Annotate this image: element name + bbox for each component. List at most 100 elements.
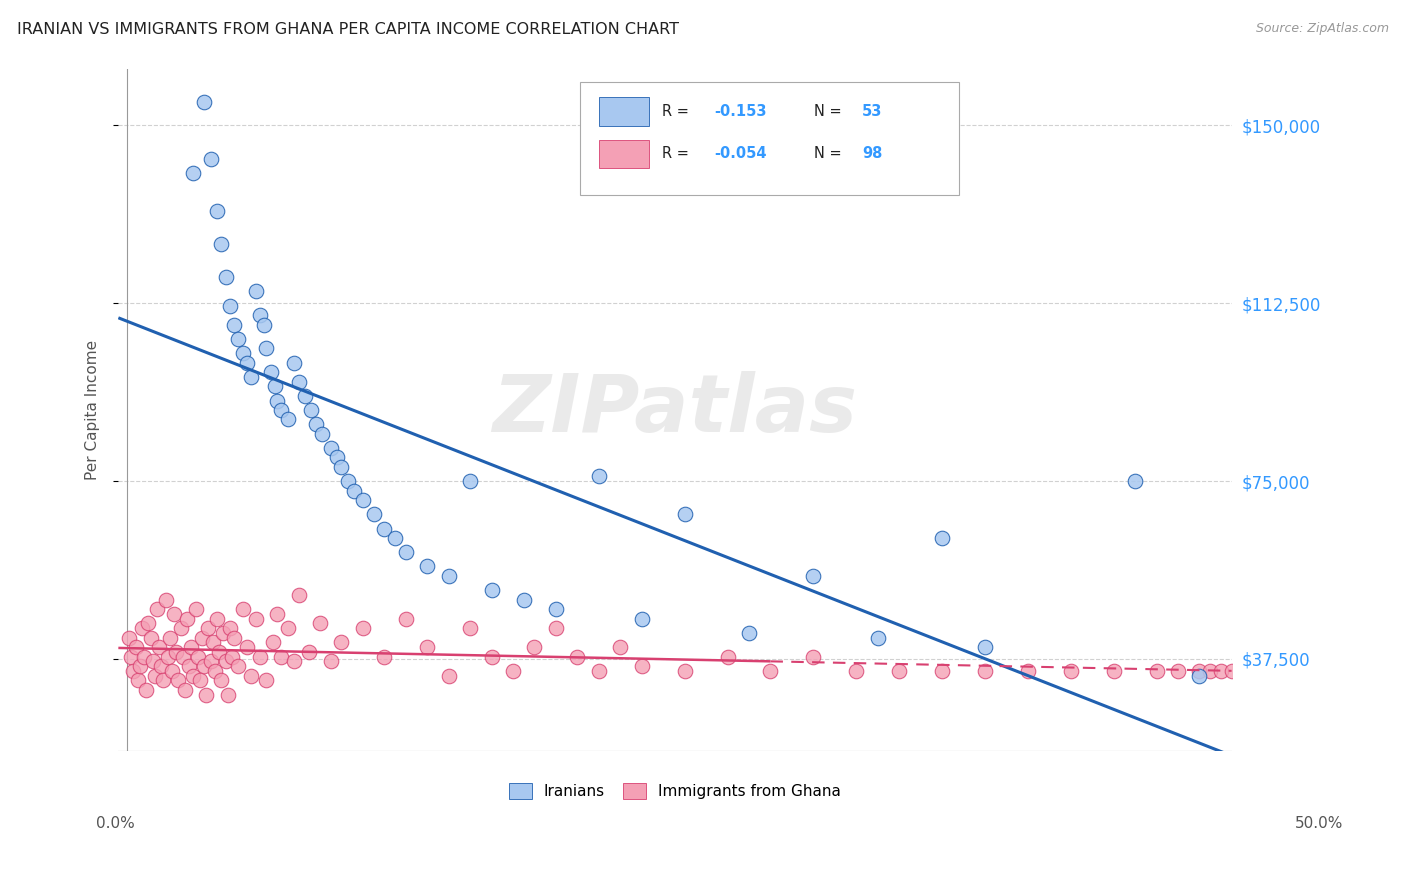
- Text: Source: ZipAtlas.com: Source: ZipAtlas.com: [1256, 22, 1389, 36]
- Point: [330, 635, 353, 649]
- Point: [245, 285, 267, 299]
- Point: [931, 531, 953, 545]
- Point: [142, 654, 165, 668]
- Point: [201, 635, 224, 649]
- Text: R =: R =: [662, 104, 693, 119]
- Point: [1209, 664, 1232, 678]
- Point: [544, 621, 567, 635]
- Point: [716, 649, 738, 664]
- Point: [191, 631, 214, 645]
- Point: [217, 688, 239, 702]
- Point: [143, 668, 166, 682]
- Point: [200, 152, 222, 166]
- Text: ZIPatlas: ZIPatlas: [492, 371, 858, 449]
- Point: [373, 522, 395, 536]
- Point: [298, 645, 321, 659]
- Point: [801, 649, 824, 664]
- Point: [630, 659, 652, 673]
- Point: [128, 659, 150, 673]
- Point: [200, 654, 222, 668]
- Point: [249, 308, 271, 322]
- Text: 0.0%: 0.0%: [96, 816, 135, 830]
- Point: [373, 649, 395, 664]
- Point: [363, 508, 385, 522]
- Point: [931, 664, 953, 678]
- Point: [277, 412, 299, 426]
- Point: [1146, 664, 1168, 678]
- Point: [187, 649, 209, 664]
- Point: [299, 403, 322, 417]
- Point: [1188, 668, 1211, 682]
- Point: [254, 342, 277, 356]
- Bar: [599, 139, 650, 169]
- Point: [673, 508, 696, 522]
- Point: [287, 375, 309, 389]
- Point: [759, 664, 782, 678]
- Point: [232, 602, 254, 616]
- Point: [588, 469, 610, 483]
- Text: -0.153: -0.153: [714, 104, 766, 119]
- Point: [395, 612, 418, 626]
- Point: [416, 640, 439, 654]
- Point: [1188, 664, 1211, 678]
- Point: [259, 365, 281, 379]
- Point: [173, 682, 195, 697]
- Point: [502, 664, 524, 678]
- Text: IRANIAN VS IMMIGRANTS FROM GHANA PER CAPITA INCOME CORRELATION CHART: IRANIAN VS IMMIGRANTS FROM GHANA PER CAP…: [17, 22, 679, 37]
- Point: [866, 631, 889, 645]
- Legend: Iranians, Immigrants from Ghana: Iranians, Immigrants from Ghana: [502, 777, 848, 805]
- Point: [270, 649, 292, 664]
- Point: [1017, 664, 1039, 678]
- Point: [146, 602, 169, 616]
- Point: [183, 668, 205, 682]
- Point: [845, 664, 868, 678]
- Point: [294, 389, 316, 403]
- Point: [609, 640, 631, 654]
- Point: [481, 649, 503, 664]
- Point: [266, 607, 288, 621]
- Point: [673, 664, 696, 678]
- Point: [1102, 664, 1125, 678]
- Point: [311, 426, 333, 441]
- Point: [437, 668, 460, 682]
- Point: [240, 668, 263, 682]
- Point: [180, 640, 202, 654]
- Point: [172, 649, 194, 664]
- Point: [253, 318, 276, 332]
- Point: [283, 355, 305, 369]
- Point: [159, 631, 181, 645]
- Point: [266, 393, 288, 408]
- Point: [208, 645, 231, 659]
- Point: [395, 545, 418, 559]
- Point: [165, 645, 187, 659]
- Point: [262, 635, 284, 649]
- Point: [264, 379, 287, 393]
- Point: [138, 616, 160, 631]
- Point: [249, 649, 271, 664]
- Text: 53: 53: [862, 104, 883, 119]
- Point: [630, 612, 652, 626]
- Point: [219, 621, 242, 635]
- Point: [336, 474, 359, 488]
- Point: [167, 673, 190, 688]
- Point: [169, 621, 191, 635]
- Point: [458, 474, 481, 488]
- Point: [287, 588, 309, 602]
- Point: [176, 612, 198, 626]
- Point: [120, 649, 142, 664]
- Point: [588, 664, 610, 678]
- Point: [567, 649, 589, 664]
- Point: [156, 649, 179, 664]
- Point: [319, 441, 342, 455]
- Text: R =: R =: [662, 146, 693, 161]
- Point: [188, 673, 211, 688]
- Point: [277, 621, 299, 635]
- Point: [228, 659, 250, 673]
- Point: [184, 602, 207, 616]
- Point: [139, 631, 162, 645]
- Point: [205, 612, 228, 626]
- Point: [352, 493, 374, 508]
- Point: [228, 332, 250, 346]
- Point: [212, 626, 235, 640]
- Point: [305, 417, 328, 432]
